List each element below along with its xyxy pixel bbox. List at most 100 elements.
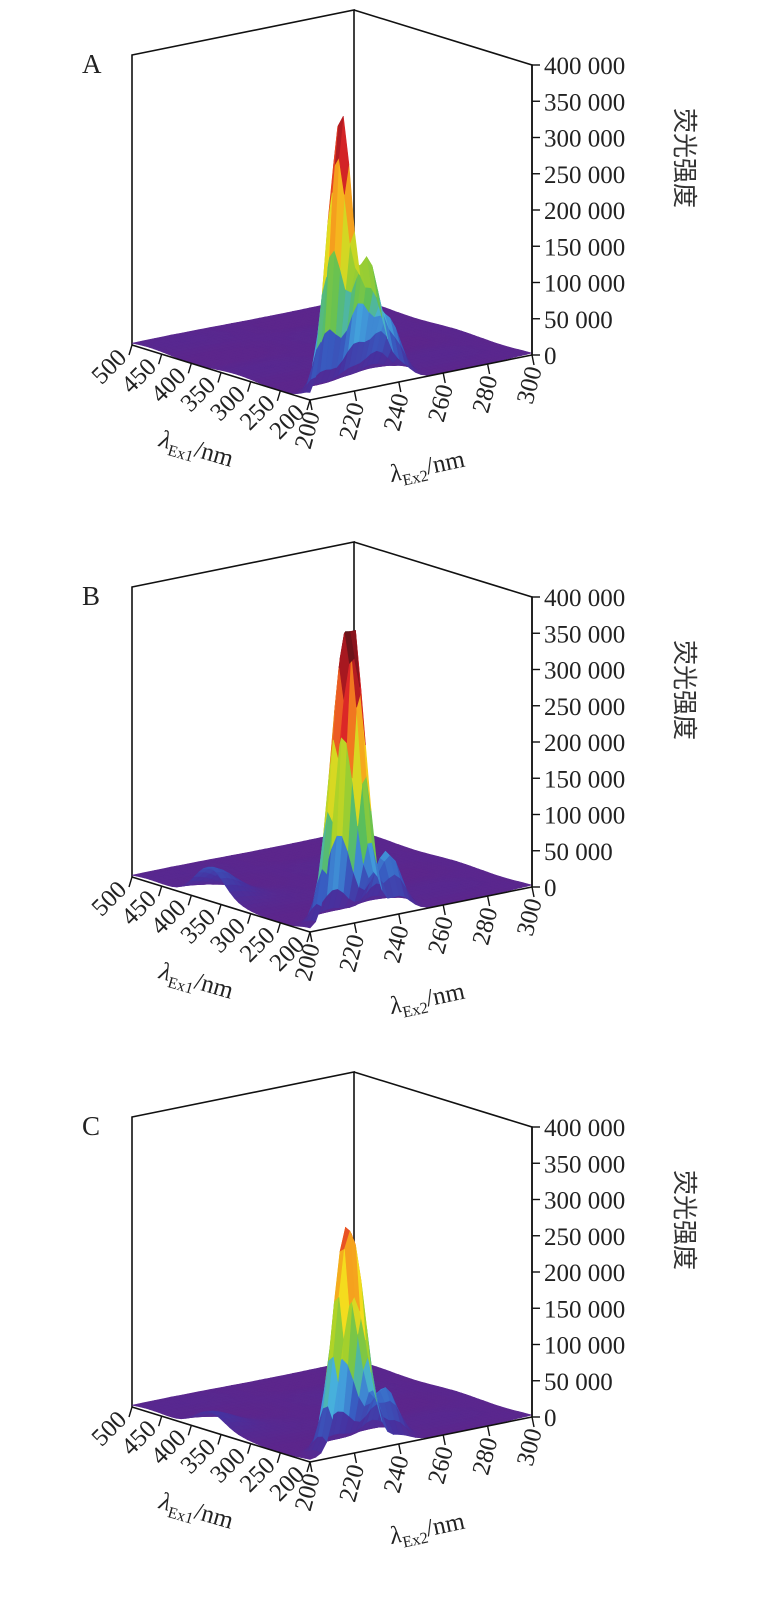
z-tick-label: 350 000	[544, 89, 625, 116]
x2-tick-label: 240	[379, 1453, 415, 1496]
z-axis-title: 荧光强度	[670, 1170, 699, 1270]
x2-axis-title: λEx2/nm	[387, 978, 469, 1024]
x2-tick	[531, 886, 535, 898]
z-tick-label: 400 000	[544, 585, 625, 612]
x2-tick	[531, 354, 535, 366]
x2-axis-title: λEx2/nm	[387, 446, 469, 492]
x2-tick	[309, 1461, 313, 1473]
x2-tick	[353, 922, 358, 934]
x2-axis-title-symbol: λ	[387, 459, 404, 488]
x1-axis-title-sub: Ex1	[166, 974, 195, 997]
x1-tick	[187, 895, 193, 906]
x1-axis-title-unit: /nm	[192, 1498, 237, 1535]
x2-tick	[486, 895, 491, 907]
x2-tick-label: 260	[423, 1444, 459, 1487]
z-tick-label: 0	[544, 343, 557, 370]
z-tick-label: 150 000	[544, 1296, 625, 1323]
x1-tick	[276, 922, 282, 934]
z-tick-label: 250 000	[544, 162, 625, 189]
z-tick-label: 350 000	[544, 621, 625, 648]
x2-tick-label: 240	[379, 391, 415, 434]
x2-tick	[309, 399, 313, 411]
x2-tick	[353, 1452, 358, 1464]
x1-tick	[157, 1415, 163, 1427]
back-wall-right	[353, 1071, 533, 1417]
x1-tick	[276, 390, 282, 402]
x1-tick	[217, 1434, 222, 1445]
x2-tick	[442, 904, 446, 916]
z-tick-label: 100 000	[544, 1333, 625, 1360]
x1-tick	[157, 353, 163, 365]
x1-axis-title-sub: Ex1	[166, 1504, 195, 1527]
x1-axis-title: λEx1/nm	[154, 426, 237, 477]
z-tick-label: 50 000	[544, 1369, 613, 1396]
x2-tick	[398, 1443, 402, 1455]
x2-tick	[486, 363, 491, 375]
x2-tick-label: 220	[334, 1462, 370, 1505]
surface-cell	[305, 377, 317, 393]
x2-tick	[531, 1416, 535, 1428]
x2-tick	[398, 381, 402, 393]
z-tick-label: 400 000	[544, 1115, 625, 1142]
z-tick-label: 150 000	[544, 234, 625, 261]
x2-tick	[353, 390, 358, 402]
x1-tick	[306, 399, 311, 411]
x1-axis-title-sub: Ex1	[166, 442, 195, 465]
panel-label: B	[82, 581, 100, 611]
z-tick-label: 300 000	[544, 658, 625, 685]
z-tick-label: 50 000	[544, 307, 613, 334]
back-wall-left	[131, 541, 355, 877]
surface-a	[131, 115, 533, 395]
x2-tick-label: 300	[512, 1426, 548, 1469]
x2-tick	[309, 931, 313, 943]
x1-tick	[306, 931, 311, 943]
z-tick-label: 250 000	[544, 694, 625, 721]
x2-tick	[486, 1425, 491, 1437]
z-tick-label: 200 000	[544, 730, 625, 757]
panel-label: C	[82, 1111, 100, 1141]
x2-tick-label: 300	[512, 896, 548, 939]
x1-tick	[246, 381, 252, 392]
x1-tick	[217, 904, 222, 915]
x2-axis-title-sub: Ex2	[401, 468, 430, 490]
x1-tick	[187, 1425, 193, 1436]
z-tick-label: 250 000	[544, 1224, 625, 1251]
x2-tick-label: 260	[423, 914, 459, 957]
z-axis-title: 荧光强度	[670, 108, 699, 208]
x2-tick-label: 220	[334, 932, 370, 975]
x2-axis-title-unit: /nm	[423, 1508, 467, 1543]
x1-axis-title: λEx1/nm	[154, 958, 237, 1009]
x1-tick	[246, 913, 252, 924]
x2-tick-label: 240	[379, 923, 415, 966]
x1-axis-title: λEx1/nm	[154, 1488, 237, 1539]
z-tick-label: 350 000	[544, 1151, 625, 1178]
x1-tick	[157, 885, 163, 897]
z-tick-label: 300 000	[544, 1188, 625, 1215]
surface-b	[131, 630, 533, 929]
x2-axis-line	[309, 354, 533, 401]
z-tick-label: 150 000	[544, 766, 625, 793]
x2-axis-title-sub: Ex2	[401, 1530, 430, 1552]
x2-tick-label: 280	[468, 1435, 504, 1478]
x1-tick	[128, 1406, 133, 1418]
x1-tick	[128, 876, 133, 888]
x1-tick	[187, 363, 193, 374]
panel-label: A	[82, 49, 102, 79]
x2-tick-label: 300	[512, 364, 548, 407]
x1-tick	[128, 344, 133, 356]
z-tick-label: 100 000	[544, 803, 625, 830]
x2-axis-title-unit: /nm	[423, 446, 467, 481]
z-tick-label: 300 000	[544, 126, 625, 153]
back-wall-left	[131, 1071, 355, 1407]
x2-tick	[442, 372, 446, 384]
z-tick-label: 0	[544, 1405, 557, 1432]
x2-tick	[398, 913, 402, 925]
x2-axis-title-unit: /nm	[423, 978, 467, 1013]
x1-tick	[246, 1443, 252, 1454]
x2-tick-label: 280	[468, 373, 504, 416]
x1-axis-title-unit: /nm	[192, 968, 237, 1005]
x2-tick-label: 280	[468, 905, 504, 948]
z-tick-label: 50 000	[544, 839, 613, 866]
